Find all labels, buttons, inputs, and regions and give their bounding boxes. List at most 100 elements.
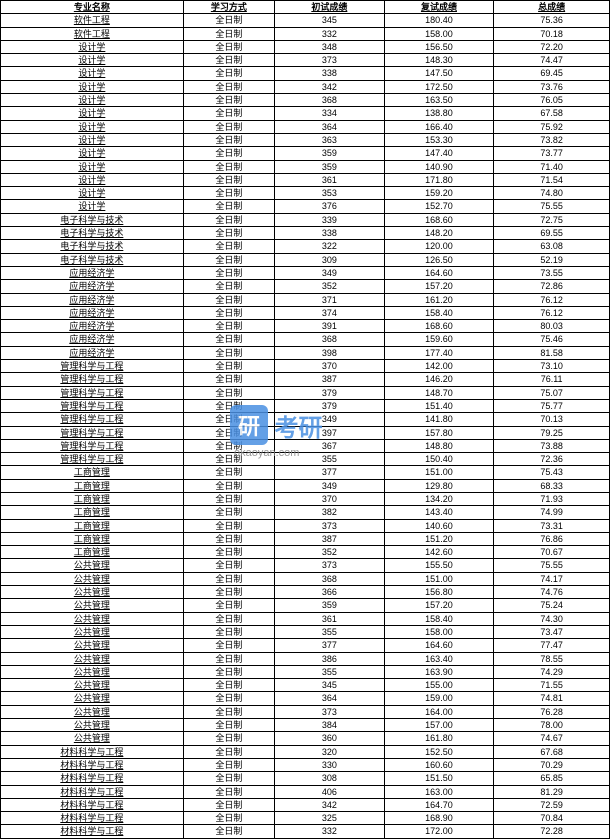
cell-total: 75.92 <box>494 120 610 133</box>
cell-prelim: 370 <box>275 360 385 373</box>
cell-prelim: 359 <box>275 147 385 160</box>
cell-retest: 153.30 <box>384 133 494 146</box>
cell-mode: 全日制 <box>183 67 274 80</box>
cell-mode: 全日制 <box>183 426 274 439</box>
cell-retest: 158.40 <box>384 612 494 625</box>
cell-prelim: 349 <box>275 479 385 492</box>
cell-major: 电子科学与技术 <box>1 253 184 266</box>
cell-total: 75.07 <box>494 386 610 399</box>
cell-retest: 148.80 <box>384 439 494 452</box>
cell-retest: 164.70 <box>384 798 494 811</box>
cell-mode: 全日制 <box>183 293 274 306</box>
cell-mode: 全日制 <box>183 652 274 665</box>
cell-major: 公共管理 <box>1 665 184 678</box>
cell-prelim: 366 <box>275 586 385 599</box>
cell-mode: 全日制 <box>183 479 274 492</box>
table-row: 公共管理全日制355163.9074.29 <box>1 665 610 678</box>
cell-mode: 全日制 <box>183 213 274 226</box>
cell-retest: 180.40 <box>384 14 494 27</box>
cell-mode: 全日制 <box>183 546 274 559</box>
cell-mode: 全日制 <box>183 719 274 732</box>
cell-major: 应用经济学 <box>1 346 184 359</box>
cell-mode: 全日制 <box>183 253 274 266</box>
cell-major: 设计学 <box>1 40 184 53</box>
cell-prelim: 371 <box>275 293 385 306</box>
cell-mode: 全日制 <box>183 519 274 532</box>
table-row: 电子科学与技术全日制339168.6072.75 <box>1 213 610 226</box>
cell-total: 72.20 <box>494 40 610 53</box>
cell-prelim: 367 <box>275 439 385 452</box>
cell-prelim: 376 <box>275 200 385 213</box>
cell-retest: 168.60 <box>384 320 494 333</box>
cell-mode: 全日制 <box>183 625 274 638</box>
cell-retest: 157.20 <box>384 599 494 612</box>
cell-major: 公共管理 <box>1 732 184 745</box>
cell-major: 工商管理 <box>1 466 184 479</box>
cell-retest: 141.80 <box>384 413 494 426</box>
cell-major: 设计学 <box>1 133 184 146</box>
cell-major: 管理科学与工程 <box>1 439 184 452</box>
cell-retest: 168.60 <box>384 213 494 226</box>
cell-major: 设计学 <box>1 173 184 186</box>
cell-prelim: 391 <box>275 320 385 333</box>
cell-total: 73.77 <box>494 147 610 160</box>
cell-total: 73.47 <box>494 625 610 638</box>
cell-mode: 全日制 <box>183 772 274 785</box>
cell-prelim: 377 <box>275 466 385 479</box>
cell-total: 73.76 <box>494 80 610 93</box>
cell-retest: 155.50 <box>384 559 494 572</box>
cell-prelim: 398 <box>275 346 385 359</box>
cell-major: 材料科学与工程 <box>1 758 184 771</box>
cell-total: 75.77 <box>494 399 610 412</box>
table-row: 设计学全日制353159.2074.80 <box>1 187 610 200</box>
cell-mode: 全日制 <box>183 280 274 293</box>
cell-prelim: 332 <box>275 27 385 40</box>
table-row: 公共管理全日制377164.6077.47 <box>1 639 610 652</box>
cell-retest: 172.50 <box>384 80 494 93</box>
cell-retest: 163.00 <box>384 785 494 798</box>
cell-total: 70.18 <box>494 27 610 40</box>
cell-mode: 全日制 <box>183 107 274 120</box>
cell-mode: 全日制 <box>183 586 274 599</box>
table-row: 工商管理全日制370134.2071.93 <box>1 492 610 505</box>
cell-prelim: 374 <box>275 306 385 319</box>
cell-total: 75.36 <box>494 14 610 27</box>
cell-major: 管理科学与工程 <box>1 426 184 439</box>
header-total: 总成绩 <box>494 1 610 14</box>
cell-retest: 160.60 <box>384 758 494 771</box>
cell-major: 管理科学与工程 <box>1 453 184 466</box>
cell-total: 70.13 <box>494 413 610 426</box>
table-row: 设计学全日制334138.8067.58 <box>1 107 610 120</box>
cell-total: 72.28 <box>494 825 610 838</box>
cell-retest: 161.20 <box>384 293 494 306</box>
cell-prelim: 373 <box>275 519 385 532</box>
cell-mode: 全日制 <box>183 240 274 253</box>
cell-prelim: 384 <box>275 719 385 732</box>
cell-prelim: 355 <box>275 665 385 678</box>
cell-total: 79.25 <box>494 426 610 439</box>
table-row: 公共管理全日制360161.8074.67 <box>1 732 610 745</box>
cell-prelim: 342 <box>275 798 385 811</box>
cell-total: 76.12 <box>494 306 610 319</box>
cell-total: 74.30 <box>494 612 610 625</box>
cell-retest: 147.50 <box>384 67 494 80</box>
cell-prelim: 382 <box>275 506 385 519</box>
table-row: 管理科学与工程全日制379151.4075.77 <box>1 399 610 412</box>
cell-total: 70.67 <box>494 546 610 559</box>
cell-prelim: 379 <box>275 386 385 399</box>
table-row: 管理科学与工程全日制367148.8073.88 <box>1 439 610 452</box>
table-row: 工商管理全日制382143.4074.99 <box>1 506 610 519</box>
cell-major: 电子科学与技术 <box>1 227 184 240</box>
cell-total: 78.55 <box>494 652 610 665</box>
table-row: 工商管理全日制373140.6073.31 <box>1 519 610 532</box>
cell-mode: 全日制 <box>183 679 274 692</box>
cell-major: 工商管理 <box>1 479 184 492</box>
cell-total: 74.17 <box>494 572 610 585</box>
cell-retest: 158.00 <box>384 27 494 40</box>
table-row: 工商管理全日制349129.8068.33 <box>1 479 610 492</box>
cell-total: 72.75 <box>494 213 610 226</box>
cell-mode: 全日制 <box>183 40 274 53</box>
cell-retest: 142.60 <box>384 546 494 559</box>
table-body: 软件工程全日制345180.4075.36软件工程全日制332158.0070.… <box>1 14 610 838</box>
cell-major: 材料科学与工程 <box>1 772 184 785</box>
